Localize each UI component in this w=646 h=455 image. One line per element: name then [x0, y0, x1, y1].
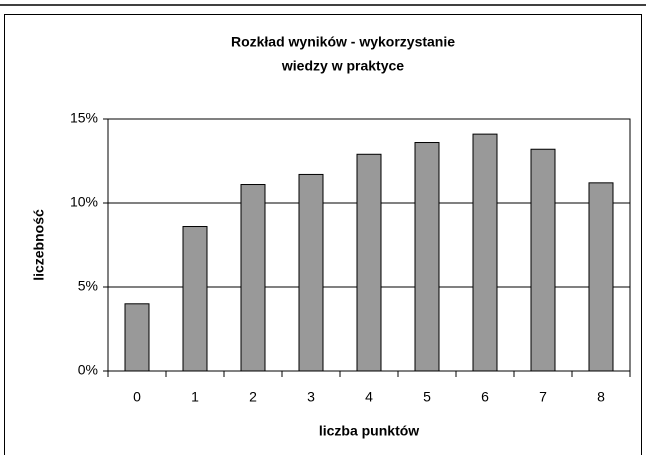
- chart-frame: [4, 14, 642, 455]
- x-tick-label: 8: [597, 389, 605, 405]
- chart-title: Rozkład wyników - wykorzystanie: [231, 34, 455, 50]
- bar: [414, 142, 440, 372]
- x-tick-label: 1: [191, 389, 199, 405]
- chart-title: wiedzy w praktyce: [281, 58, 404, 74]
- x-axis-label: liczba punktów: [319, 423, 419, 439]
- y-tick-label: 0%: [78, 362, 98, 378]
- bar: [298, 173, 324, 372]
- x-tick-label: 0: [133, 389, 141, 405]
- bar: [240, 184, 266, 372]
- bar: [588, 182, 614, 372]
- y-tick-label: 5%: [78, 278, 98, 294]
- y-axis-label: liczebność: [31, 209, 47, 281]
- bar: [472, 133, 498, 372]
- y-tick-label: 10%: [70, 194, 98, 210]
- bar: [182, 226, 208, 372]
- x-tick-label: 3: [307, 389, 315, 405]
- bar: [124, 303, 150, 372]
- bar: [356, 153, 382, 372]
- y-tick-label: 15%: [70, 110, 98, 126]
- x-tick-label: 2: [249, 389, 257, 405]
- x-tick-label: 7: [539, 389, 547, 405]
- x-tick-label: 4: [365, 389, 373, 405]
- bar: [530, 148, 556, 372]
- x-tick-label: 5: [423, 389, 431, 405]
- x-tick-label: 6: [481, 389, 489, 405]
